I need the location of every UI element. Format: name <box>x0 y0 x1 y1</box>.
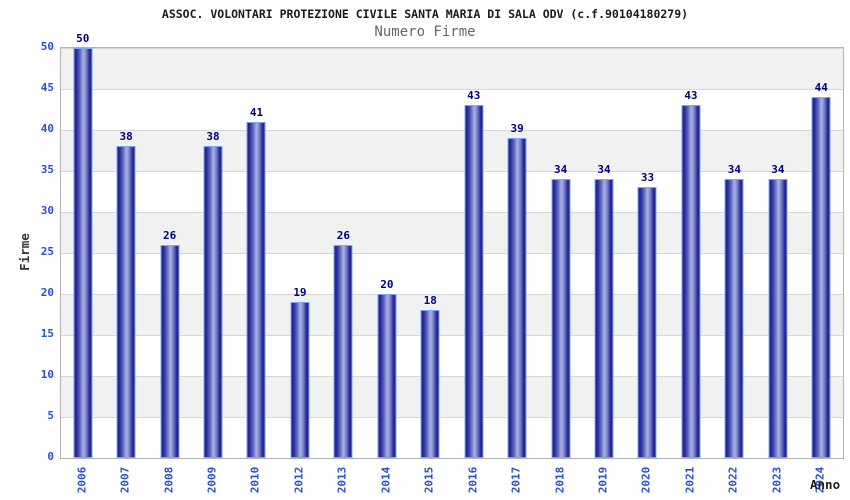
bar-value-label: 33 <box>640 171 655 185</box>
y-tick-label: 5 <box>47 409 54 422</box>
x-tick-label: 2008 <box>162 466 176 494</box>
bar <box>290 302 310 458</box>
bar-slot: 44 <box>800 48 843 458</box>
x-axis-title: Anno <box>810 477 841 492</box>
bar-slot: 34 <box>539 48 582 458</box>
bar <box>333 244 353 458</box>
x-axis-ticks: 2006 2007 2008 2009 2010 2012 2013 2014 2015 2016… <box>60 460 842 500</box>
x-tick-label: 2019 <box>596 466 610 494</box>
x-tick-label: 2017 <box>509 466 523 494</box>
bar-slot: 18 <box>409 48 452 458</box>
bar-slot: 38 <box>104 48 147 458</box>
x-tick-label: 2009 <box>205 466 219 494</box>
bar-value-label: 43 <box>684 89 698 103</box>
bar <box>551 179 571 458</box>
bar-value-label: 20 <box>380 278 394 291</box>
bar-slot: 38 <box>191 48 234 458</box>
y-axis-title: Firme <box>17 233 32 271</box>
y-tick-label: 20 <box>40 286 54 299</box>
x-tick-label: 2018 <box>553 466 567 494</box>
bar <box>768 179 788 458</box>
bar <box>811 97 831 458</box>
bar <box>116 146 136 458</box>
x-tick-label: 2007 <box>118 466 132 494</box>
bar-slot: 34 <box>713 48 756 458</box>
bar <box>73 48 93 458</box>
bar <box>594 179 614 458</box>
bar-value-label: 26 <box>336 228 350 242</box>
bar-value-label: 19 <box>293 286 307 300</box>
bar-slot: 19 <box>278 48 321 458</box>
bar-slot: 34 <box>582 48 625 458</box>
bar-value-label: 26 <box>162 228 177 242</box>
bars-group: 50 38 26 38 41 19 26 20 18 43 39 34 34 33 43 34 34 44 <box>61 32 843 458</box>
y-tick-label: 50 <box>40 40 54 53</box>
bar <box>203 146 223 458</box>
bar <box>246 121 266 458</box>
x-tick-label: 2015 <box>422 466 436 494</box>
x-tick-label: 2021 <box>683 466 697 494</box>
bar-value-label: 34 <box>553 163 568 177</box>
bar-value-label: 43 <box>467 89 481 103</box>
x-tick-label: 2013 <box>335 466 349 494</box>
x-tick-label: 2010 <box>248 466 262 494</box>
bar-slot: 39 <box>495 48 538 458</box>
bar <box>464 105 484 458</box>
bar-value-label: 38 <box>119 130 133 144</box>
x-tick-label: 2012 <box>292 466 306 494</box>
bar-slot: 33 <box>626 48 669 458</box>
bar <box>681 105 701 458</box>
bar-value-label: 50 <box>76 32 90 45</box>
y-tick-label: 10 <box>40 368 54 381</box>
x-tick-label: 2020 <box>639 466 653 494</box>
bar-slot: 50 <box>61 32 104 458</box>
y-tick-label: 35 <box>40 163 54 176</box>
bar-slot: 41 <box>235 48 278 458</box>
bar-slot: 34 <box>756 48 799 458</box>
bar-slot: 26 <box>148 48 191 458</box>
bar-slot: 20 <box>365 48 408 458</box>
x-tick-label: 2016 <box>466 466 480 494</box>
bar-value-label: 41 <box>249 105 264 119</box>
y-tick-label: 30 <box>40 204 54 217</box>
bar <box>724 179 744 458</box>
y-axis-ticks: 0 5 10 15 20 25 30 35 40 45 50 <box>0 0 54 500</box>
bar <box>377 294 397 458</box>
y-tick-label: 0 <box>47 450 54 463</box>
x-tick-label: 2014 <box>379 466 393 494</box>
y-tick-label: 40 <box>40 122 54 135</box>
x-tick-label: 2006 <box>75 466 89 494</box>
bar-slot: 43 <box>669 48 712 458</box>
x-tick-label: 2022 <box>726 466 740 494</box>
y-tick-label: 45 <box>40 81 54 94</box>
bar-slot: 26 <box>322 48 365 458</box>
x-tick-label: 2023 <box>770 466 784 494</box>
bar-slot: 43 <box>452 48 495 458</box>
y-tick-label: 15 <box>40 327 54 340</box>
bar-value-label: 38 <box>206 130 220 144</box>
chart-subtitle: Numero Firme <box>374 24 476 40</box>
y-tick-label: 25 <box>40 245 54 258</box>
bar-value-label: 39 <box>510 122 524 136</box>
bar-value-label: 34 <box>597 163 611 177</box>
bar <box>637 187 657 458</box>
bar <box>160 244 180 458</box>
bar-value-label: 34 <box>727 163 741 177</box>
chart-title: ASSOC. VOLONTARI PROTEZIONE CIVILE SANTA… <box>161 7 689 21</box>
plot-area: 50 38 26 38 41 19 26 20 18 43 39 34 34 33 43 34 34 44 <box>60 32 844 459</box>
bar-value-label: 34 <box>771 163 785 177</box>
bar <box>420 310 440 458</box>
bar-value-label: 18 <box>423 294 437 308</box>
bar <box>507 138 527 458</box>
bar-value-label: 44 <box>814 81 828 95</box>
